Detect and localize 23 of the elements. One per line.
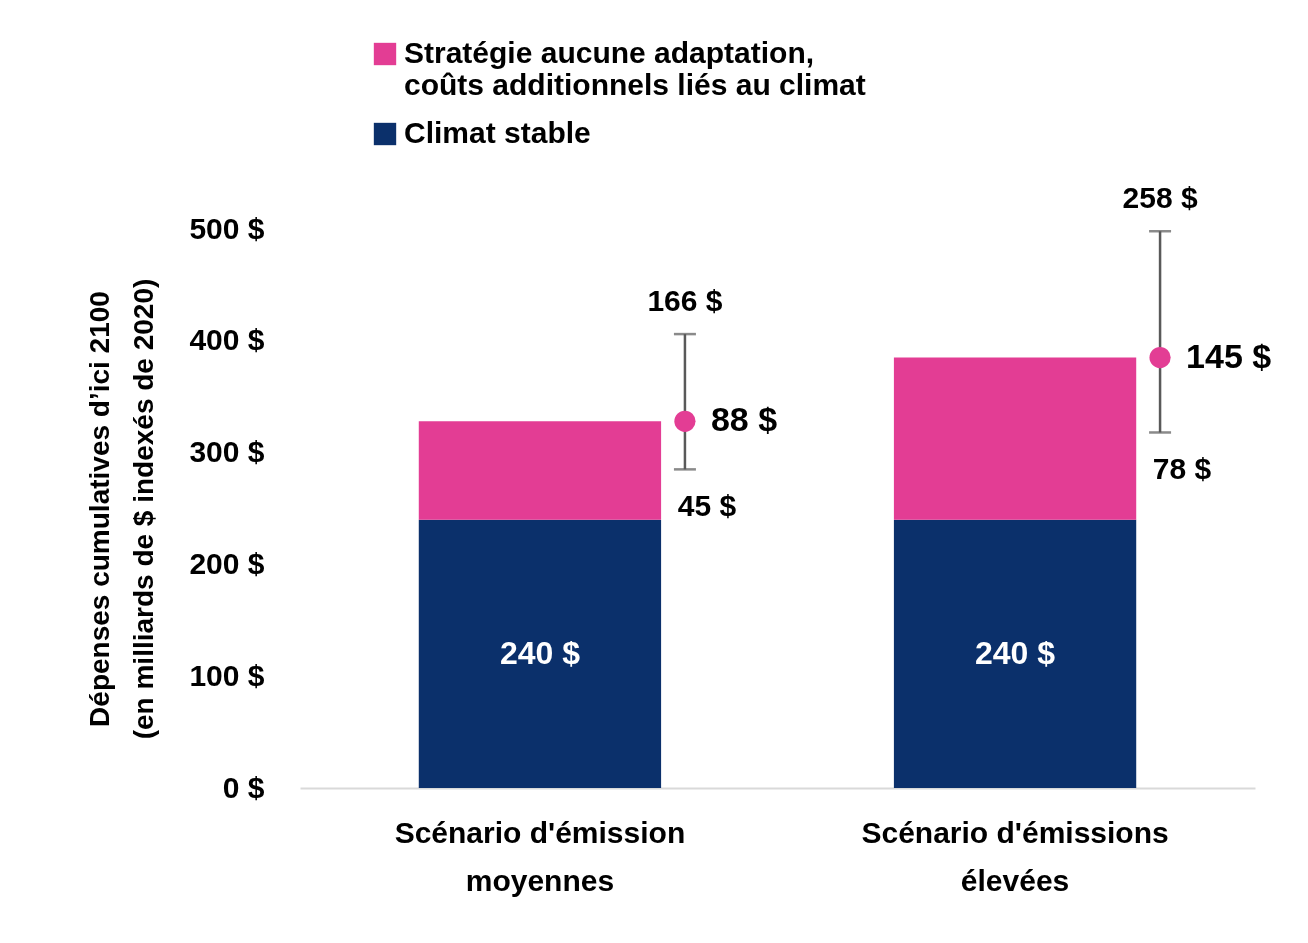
annotation: 45 $ — [677, 489, 737, 523]
data-label: 240 $ — [975, 634, 1056, 671]
y-axis-title: Dépenses cumulatives d’ici 2100 (en milliards de $ indexés de 2020) — [84, 278, 160, 740]
legend-label: Stratégie aucune adaptation, coûts additionnels liés au climat — [404, 36, 866, 101]
y-tick-label: 500 $ — [189, 211, 265, 245]
annotation: 88 $ — [710, 400, 778, 439]
annotation: 145 $ — [1186, 336, 1272, 375]
annotation: 166 $ — [647, 284, 723, 318]
y-tick-label: 400 $ — [189, 323, 265, 357]
annotation: 78 $ — [1152, 452, 1212, 486]
y-tick-label: 100 $ — [189, 658, 265, 692]
y-tick-label: 0 $ — [222, 770, 265, 804]
data-label: 240 $ — [499, 634, 581, 671]
bar — [893, 357, 1137, 520]
bar — [418, 519, 662, 788]
x-tick-label: Scénario d'émissions élevées — [861, 815, 1169, 897]
y-tick-label: 200 $ — [189, 546, 265, 580]
bar — [893, 519, 1137, 788]
legend-label: Climat stable — [404, 116, 591, 149]
text: 258 $ — [1122, 181, 1198, 215]
y-tick-label: 300 $ — [189, 435, 265, 469]
bar — [418, 421, 662, 520]
x-tick-label: Scénario d'émission moyennes — [394, 815, 686, 897]
